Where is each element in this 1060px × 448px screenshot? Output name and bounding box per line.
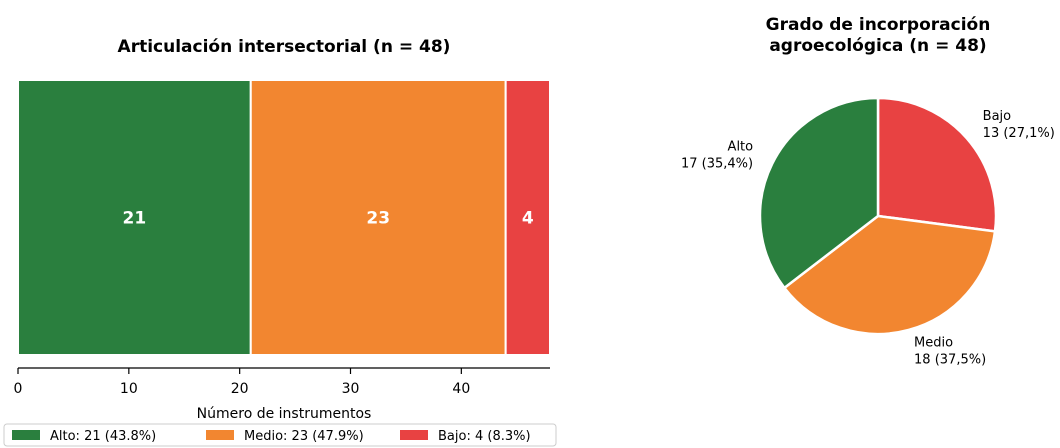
- legend-swatch-medio: [206, 430, 234, 440]
- bar-segment-medio: [249, 79, 507, 356]
- pie-chart-title-line-1: Grado de incorporación: [766, 15, 991, 35]
- pie-label-medio: Medio 18 (37,5%): [914, 335, 986, 367]
- pie-label-alto: Alto 17 (35,4%): [681, 139, 753, 171]
- pie-slice-alto: [758, 96, 880, 290]
- bar-x-tick-label: 20: [231, 381, 249, 397]
- pie-chart: Grado de incorporación agroecológica (n …: [681, 15, 1055, 367]
- pie-chart-title-line-2: agroecológica (n = 48): [769, 36, 986, 56]
- pie-slice-medio: [783, 214, 997, 336]
- bar-legend: Alto: 21 (43.8%) Medio: 23 (47.9%) Bajo: 4…: [3, 423, 557, 447]
- pie-slices: [758, 96, 998, 336]
- bar-x-tick-label: 30: [342, 381, 360, 397]
- bar-segment-label-medio: 23: [366, 209, 390, 229]
- bar-x-tick-label: 0: [14, 381, 23, 397]
- bar-chart-title: Articulación intersectorial (n = 48): [118, 37, 451, 57]
- legend-label-bajo: Bajo: 4 (8.3%): [438, 429, 531, 444]
- bar-x-axis: 0 10 20 30 40: [14, 367, 550, 397]
- legend-label-medio: Medio: 23 (47.9%): [244, 429, 364, 444]
- bar-segment-label-bajo: 4: [522, 209, 534, 229]
- legend-swatch-alto: [12, 430, 40, 440]
- pie-label-bajo: Bajo 13 (27,1%): [983, 109, 1055, 141]
- bar-x-axis-label: Número de instrumentos: [197, 406, 372, 422]
- bar-x-tick-label: 40: [452, 381, 470, 397]
- legend-label-alto: Alto: 21 (43.8%): [50, 429, 156, 444]
- legend-swatch-bajo: [400, 430, 428, 440]
- bar-segment-bajo: [504, 79, 551, 356]
- bar-segments: 21 23 4: [17, 79, 551, 356]
- bar-chart: Articulación intersectorial (n = 48) 21 2…: [3, 37, 557, 447]
- bar-segment-alto: [17, 79, 252, 356]
- pie-slice-bajo: [876, 96, 998, 233]
- bar-legend-frame: [3, 423, 557, 447]
- bar-segment-label-alto: 21: [123, 209, 147, 229]
- pie-labels: Bajo 13 (27,1%) Medio 18 (37,5%) Alto 17 (35,…: [681, 109, 1055, 367]
- bar-x-tick-label: 10: [120, 381, 138, 397]
